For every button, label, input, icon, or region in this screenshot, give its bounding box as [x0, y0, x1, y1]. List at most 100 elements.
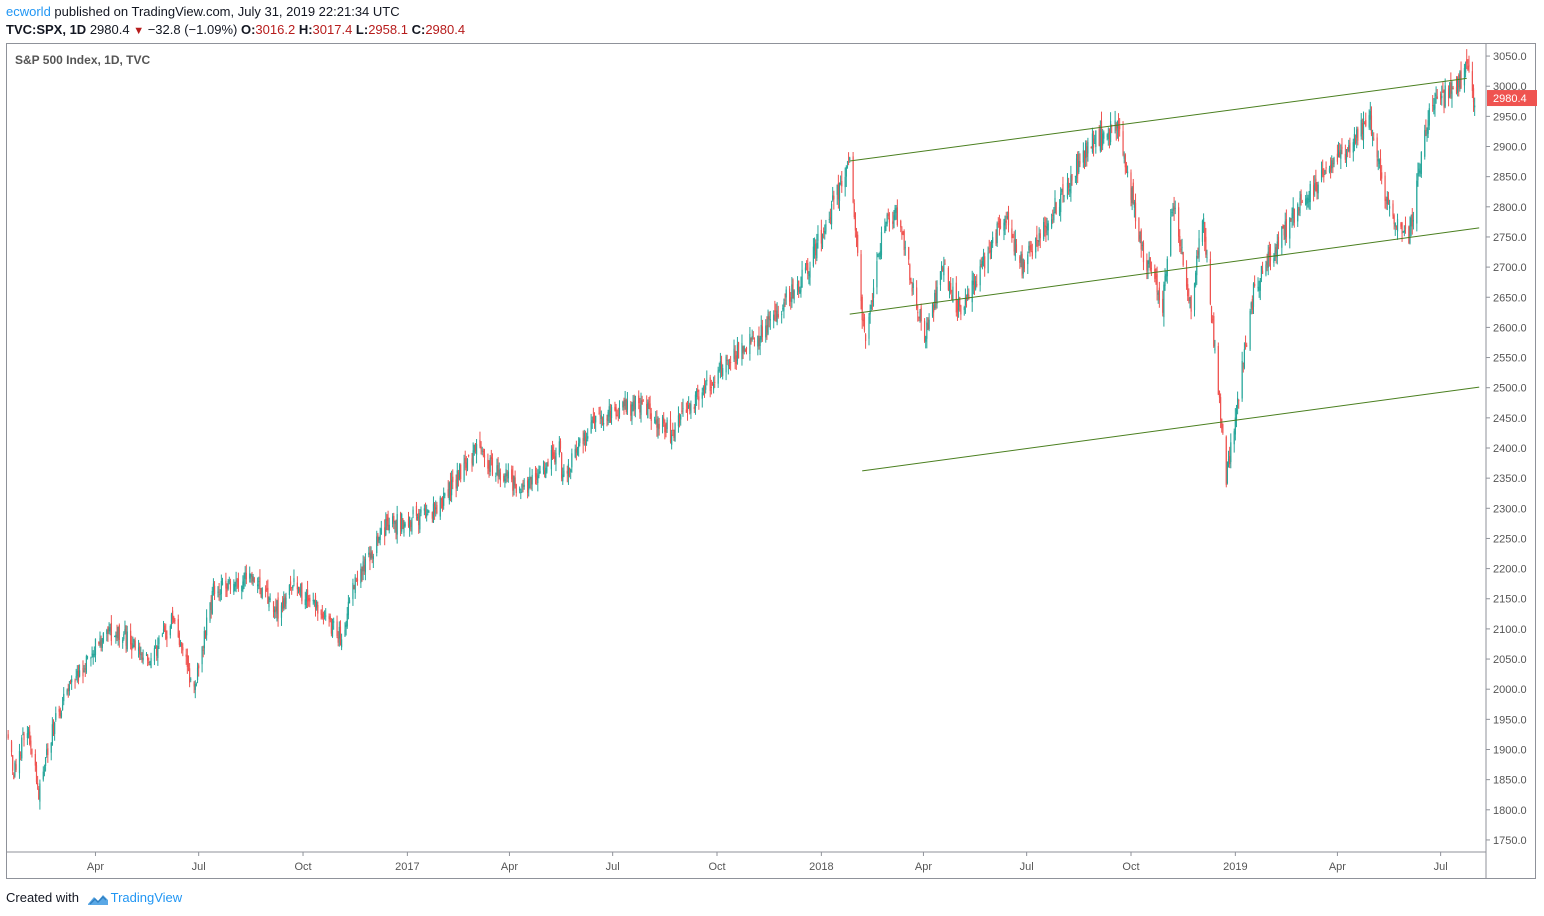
candle-body	[153, 648, 156, 662]
candle-body	[585, 439, 588, 442]
candle-body	[1293, 208, 1295, 223]
candle-body	[472, 450, 474, 466]
candle-body	[1146, 260, 1148, 271]
candle-body	[1331, 160, 1333, 169]
candle-body	[449, 480, 452, 496]
time-tick-label: Jul	[606, 861, 620, 873]
candle-body	[988, 248, 990, 250]
candle-body	[1028, 245, 1030, 251]
candle-body	[60, 712, 63, 718]
candle-body	[800, 286, 802, 292]
candle-body	[892, 221, 894, 224]
candle-body	[1117, 123, 1120, 132]
trendlines[interactable]	[849, 77, 1480, 472]
candle-body	[393, 515, 395, 523]
candle-body	[625, 399, 627, 412]
candle-body	[1283, 225, 1285, 236]
candle-body	[1449, 82, 1451, 98]
candle-body	[288, 584, 291, 595]
trendline[interactable]	[849, 227, 1480, 315]
candle-body	[1443, 95, 1445, 108]
candle-body	[940, 265, 943, 271]
candle-body	[322, 615, 325, 618]
candle-body	[1075, 158, 1078, 179]
candle-body	[515, 484, 517, 494]
publish-info: ecworld published on TradingView.com, Ju…	[6, 4, 400, 20]
candle-body	[830, 203, 833, 225]
candle-body	[595, 415, 597, 423]
candle-body	[394, 521, 396, 524]
candle-body	[378, 537, 380, 540]
candle-body	[553, 452, 555, 459]
candle-body	[220, 580, 222, 595]
candle-body	[714, 382, 716, 383]
candle-body	[165, 630, 167, 639]
candle-body	[1457, 78, 1459, 93]
candle-body	[186, 655, 188, 668]
candle-body	[664, 424, 666, 433]
candle-body	[666, 419, 668, 430]
candle-body	[411, 518, 413, 532]
candle-body	[58, 709, 60, 712]
candle-body	[845, 166, 847, 177]
candle-body	[285, 597, 287, 604]
candle-body	[195, 684, 198, 686]
candle-body	[767, 314, 769, 334]
price-tick-label: 2950.0	[1493, 111, 1527, 123]
candle-body	[1204, 221, 1206, 242]
candle-body	[209, 602, 211, 621]
candle-body	[1242, 362, 1244, 364]
candle-body	[860, 254, 862, 302]
candle-body	[791, 284, 793, 303]
candle-body	[1149, 257, 1151, 271]
candle-body	[92, 653, 94, 658]
chart-frame[interactable]	[6, 43, 1536, 879]
candle-body	[1134, 202, 1137, 222]
candle-body	[98, 641, 100, 645]
candle-body	[1249, 311, 1251, 350]
candle-body	[663, 417, 665, 424]
candle-body	[846, 166, 849, 168]
tradingview-link[interactable]: TradingView	[110, 890, 183, 905]
candle-body	[959, 297, 961, 307]
candle-body	[1340, 149, 1342, 159]
trendline[interactable]	[849, 77, 1467, 162]
candle-body	[491, 457, 494, 475]
candle-body	[743, 346, 745, 352]
candle-body	[910, 277, 912, 284]
candle-body	[1188, 297, 1190, 301]
candle-body	[513, 477, 515, 488]
candle-body	[1213, 316, 1215, 347]
candle-body	[1435, 94, 1437, 97]
candle-body	[74, 680, 76, 682]
candle-body	[1230, 442, 1232, 463]
candle-body	[616, 414, 618, 417]
candle-body	[1420, 152, 1422, 174]
candle-body	[615, 407, 617, 416]
price-axis[interactable]: 1750.0 1800.0 1850.0 1900.0 1950.0 2000.0 2050…	[1486, 51, 1527, 847]
candle-body	[387, 517, 389, 527]
candle-body	[1369, 111, 1371, 120]
candle-body	[901, 232, 903, 235]
candle-body	[900, 220, 902, 228]
candle-body	[701, 392, 703, 399]
time-axis[interactable]: Apr Jul Oct 2017 Apr Jul Oct 2018 Apr Jul Oct 2019 A…	[87, 852, 1448, 873]
candle-body	[490, 456, 492, 460]
candle-body	[547, 461, 549, 467]
price-tick-label: 1750.0	[1493, 835, 1527, 847]
candle-body	[257, 584, 259, 587]
candle-body	[377, 534, 379, 542]
candle-body	[807, 263, 809, 274]
candle-body	[498, 469, 500, 477]
candle-body	[1058, 207, 1061, 215]
candle-body	[1314, 183, 1316, 191]
author-link[interactable]: ecworld	[6, 4, 51, 19]
candle-body	[353, 586, 355, 590]
candle-body	[86, 656, 89, 658]
trendline[interactable]	[862, 386, 1480, 472]
candle-body	[1344, 153, 1346, 160]
candle-body	[1165, 273, 1167, 281]
candle-body	[1082, 150, 1084, 163]
candle-body	[871, 300, 873, 303]
